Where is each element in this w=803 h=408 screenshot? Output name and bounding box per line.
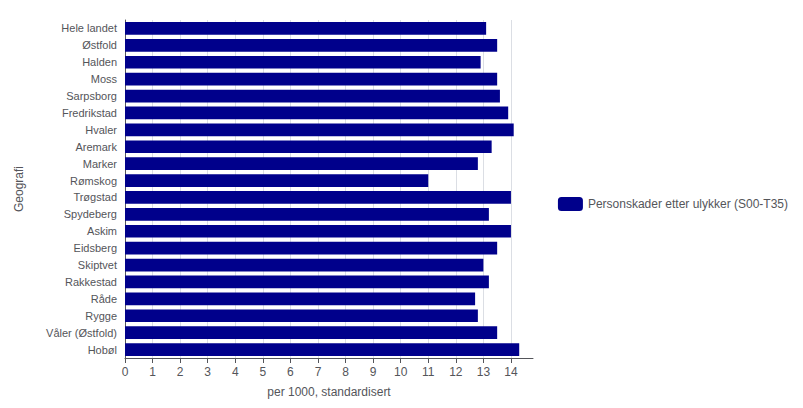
svg-text:Hele landet: Hele landet: [61, 22, 117, 34]
svg-text:3: 3: [204, 365, 211, 379]
svg-text:Rakkestad: Rakkestad: [65, 276, 117, 288]
svg-text:Råde: Råde: [91, 293, 117, 305]
svg-text:Aremark: Aremark: [75, 141, 117, 153]
svg-text:Marker: Marker: [83, 158, 118, 170]
svg-text:7: 7: [315, 365, 322, 379]
svg-text:8: 8: [342, 365, 349, 379]
svg-text:Spydeberg: Spydeberg: [64, 208, 117, 220]
svg-text:10: 10: [394, 365, 408, 379]
svg-text:1: 1: [149, 365, 156, 379]
svg-text:Halden: Halden: [82, 56, 117, 68]
svg-text:2: 2: [177, 365, 184, 379]
svg-text:per 1000, standardisert: per 1000, standardisert: [267, 385, 391, 399]
svg-text:Skiptvet: Skiptvet: [78, 259, 117, 271]
svg-text:Sarpsborg: Sarpsborg: [66, 90, 117, 102]
svg-text:11: 11: [422, 365, 435, 379]
svg-text:9: 9: [370, 365, 377, 379]
svg-text:14: 14: [504, 365, 518, 379]
svg-text:Geografi: Geografi: [12, 166, 26, 212]
svg-text:Personskader etter ulykker (S0: Personskader etter ulykker (S00-T35): [588, 197, 788, 211]
svg-text:Hobøl: Hobøl: [88, 344, 117, 356]
svg-text:5: 5: [259, 365, 266, 379]
svg-text:Hvaler: Hvaler: [85, 124, 117, 136]
svg-text:Trøgstad: Trøgstad: [73, 191, 117, 203]
svg-text:Rømskog: Rømskog: [70, 175, 117, 187]
svg-text:13: 13: [477, 365, 491, 379]
svg-text:Fredrikstad: Fredrikstad: [62, 107, 117, 119]
svg-text:12: 12: [449, 365, 463, 379]
svg-text:Våler (Østfold): Våler (Østfold): [46, 327, 117, 339]
svg-text:Rygge: Rygge: [85, 310, 117, 322]
svg-text:Eidsberg: Eidsberg: [74, 242, 117, 254]
svg-text:Moss: Moss: [91, 73, 118, 85]
svg-text:Askim: Askim: [87, 225, 117, 237]
svg-text:0: 0: [122, 365, 129, 379]
svg-text:6: 6: [287, 365, 294, 379]
svg-text:4: 4: [232, 365, 239, 379]
svg-text:Østfold: Østfold: [82, 39, 117, 51]
